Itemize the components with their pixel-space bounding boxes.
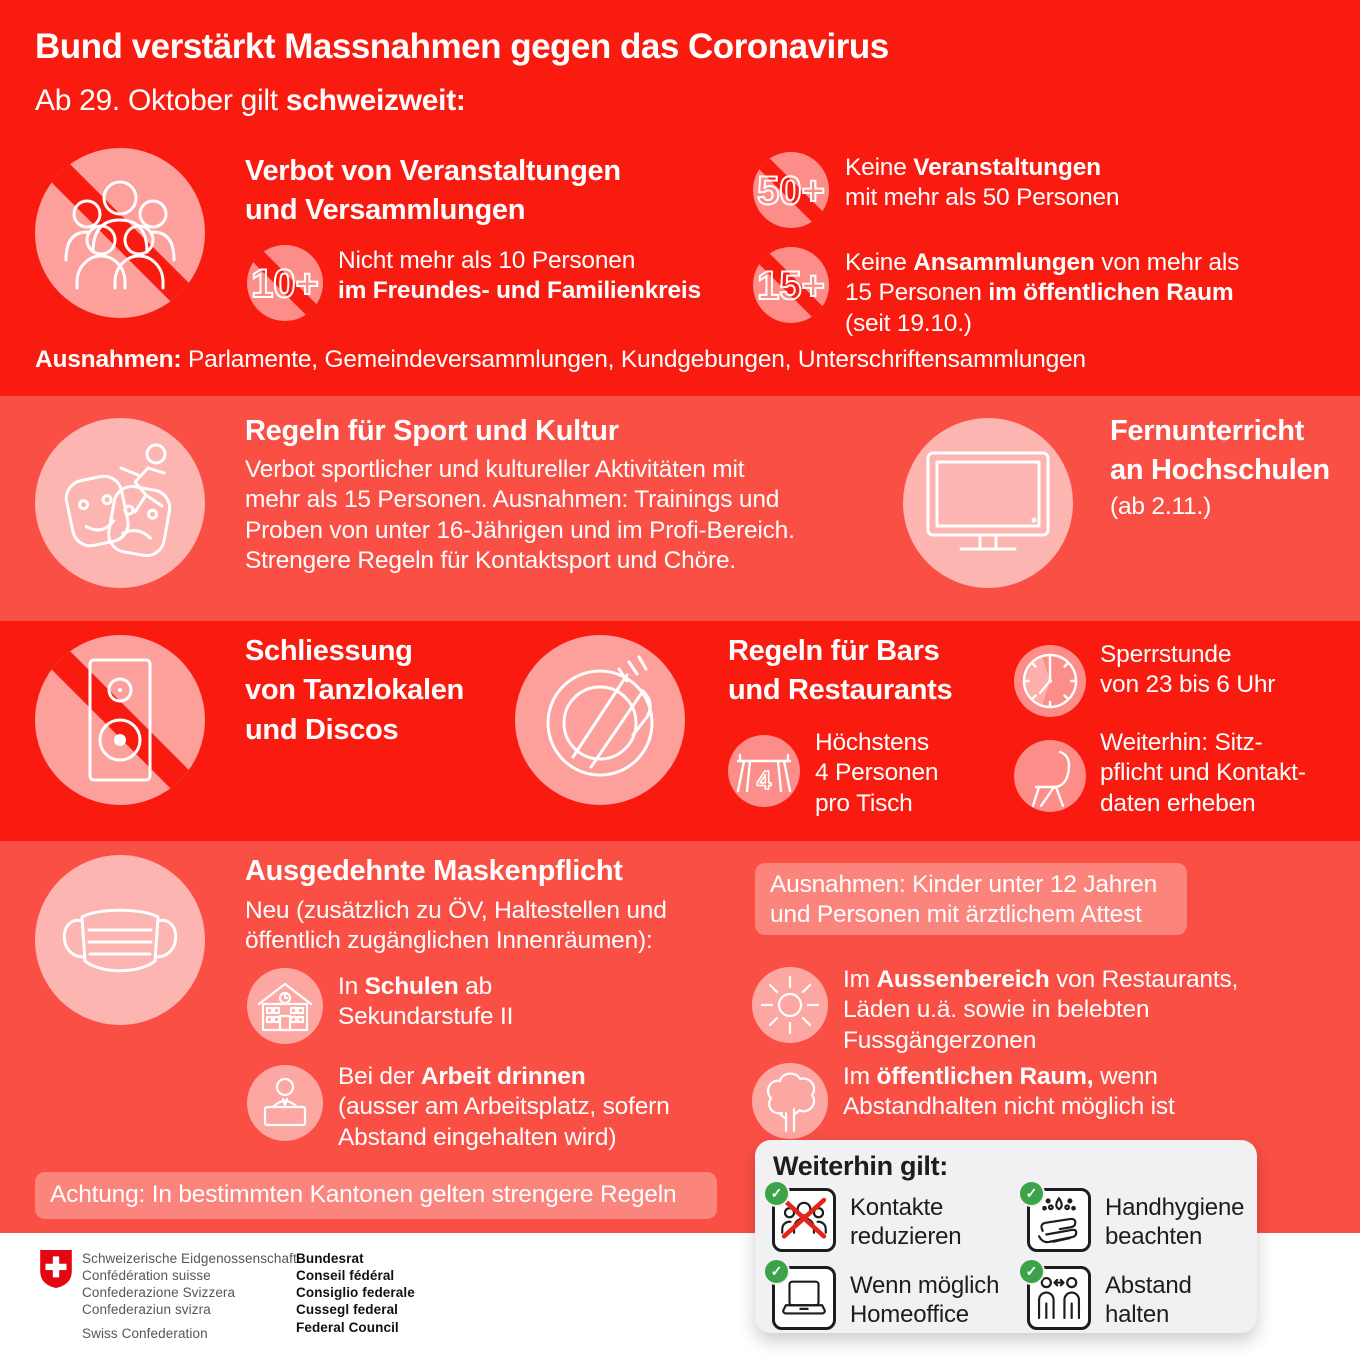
indoor-work-text: Bei der Arbeit drinnen (ausser am Arbeit… xyxy=(338,1063,670,1151)
school-icon xyxy=(257,982,313,1032)
svg-text:50+: 50+ xyxy=(757,169,825,213)
mask-exceptions-text: Ausnahmen: Kinder unter 12 Jahren und Pe… xyxy=(770,871,1158,929)
sport-body: Verbot sportlicher und kultureller Aktiv… xyxy=(245,456,795,575)
mask-exceptions-box xyxy=(755,863,1187,935)
remote-heading: Fernunterricht an Hochschulen xyxy=(1110,415,1330,487)
remote-note: (ab 2.11.) xyxy=(1110,493,1212,520)
sport-culture-circle xyxy=(35,418,205,588)
swiss-coat-of-arms xyxy=(40,1250,72,1288)
seating-text: Weiterhin: Sitz- pflicht und Kontakt- da… xyxy=(1100,729,1306,817)
sun-icon xyxy=(760,975,820,1035)
badge-50plus-circle: 50+ xyxy=(753,152,829,228)
events-exceptions: Ausnahmen: Parlamente, Gemeindeversammlu… xyxy=(35,346,1086,373)
clubs-closed-circle xyxy=(35,635,205,805)
page-subtitle: Ab 29. Oktober gilt schweizweit: xyxy=(35,84,466,117)
badge-15plus-circle: 15+ xyxy=(753,247,829,323)
school-text: In Schulen ab Sekundarstufe II xyxy=(338,973,514,1031)
remote-learning-circle xyxy=(903,418,1073,588)
chair-icon xyxy=(1031,750,1071,808)
events-50-text: Keine Veranstaltungen mit mehr als 50 Pe… xyxy=(845,154,1120,212)
mask-circle xyxy=(35,855,205,1025)
face-mask-icon xyxy=(62,908,178,973)
svg-text:10+: 10+ xyxy=(251,262,319,306)
50plus-icon: 50+ xyxy=(756,168,826,214)
theater-masks-runner-icon xyxy=(64,443,172,558)
svg-text:15+: 15+ xyxy=(757,264,825,308)
15plus-icon: 15+ xyxy=(756,263,826,309)
seating-circle xyxy=(1014,740,1086,812)
restaurant-circle xyxy=(515,635,685,805)
masks-heading: Ausgedehnte Maskenpflicht xyxy=(245,855,623,887)
band-sport-culture xyxy=(0,396,1360,621)
10plus-icon: 10+ xyxy=(250,261,320,307)
masks-body: Neu (zusätzlich zu ÖV, Haltestellen und … xyxy=(245,897,667,955)
sport-heading: Regeln für Sport und Kultur xyxy=(245,415,619,447)
rule-label: Handhygiene beachten xyxy=(1105,1194,1245,1251)
check-icon: ✓ xyxy=(1018,1258,1045,1285)
crowd-icon xyxy=(64,180,176,290)
speaker-icon xyxy=(88,658,152,782)
cantons-warning-text: Achtung: In bestimmten Kantonen gelten s… xyxy=(50,1181,677,1208)
check-icon: ✓ xyxy=(1018,1180,1045,1207)
rule-label: Abstand halten xyxy=(1105,1272,1192,1329)
still-valid-heading: Weiterhin gilt: xyxy=(773,1151,948,1181)
page-title: Bund verstärkt Massnahmen gegen das Coro… xyxy=(35,27,889,66)
table-limit-circle: 4 xyxy=(728,735,800,807)
public-space-text: Im öffentlichen Raum, wenn Abstandhalten… xyxy=(843,1063,1175,1121)
outdoor-text: Im Aussenbereich von Restaurants, Läden … xyxy=(843,966,1239,1054)
clock-icon xyxy=(1022,653,1078,709)
events-heading: Verbot von Veranstaltungen und Versammlu… xyxy=(245,155,621,227)
curfew-text: Sperrstunde von 23 bis 6 Uhr xyxy=(1100,641,1276,699)
svg-text:4: 4 xyxy=(757,765,772,795)
rule-label: Wenn möglich Homeoffice xyxy=(850,1272,1000,1329)
desk-person-icon xyxy=(263,1077,307,1127)
no-gatherings-circle xyxy=(35,148,205,318)
band-top xyxy=(0,0,1360,396)
federal-council-names: Bundesrat Conseil fédéral Consiglio fede… xyxy=(296,1251,415,1335)
school-circle xyxy=(247,968,323,1044)
rule-label: Kontakte reduzieren xyxy=(850,1194,962,1251)
laptop-icon xyxy=(772,1266,836,1330)
still-valid-box: Weiterhin gilt: ✓ Kontakte reduzieren xyxy=(755,1140,1257,1333)
clubs-heading: Schliessung von Tanzlokalen und Discos xyxy=(245,635,464,746)
swiss-confederation-label: Swiss Confederation xyxy=(82,1326,208,1341)
table-4-icon: 4 xyxy=(736,753,792,796)
bars-heading: Regeln für Bars und Restaurants xyxy=(728,635,953,707)
confederation-names: Schweizerische Eidgenossenschaft Confédé… xyxy=(82,1251,297,1318)
tree-icon xyxy=(766,1072,816,1133)
check-icon: ✓ xyxy=(763,1258,790,1285)
events-15-text: Keine Ansammlungen von mehr als 15 Perso… xyxy=(845,249,1240,337)
outdoor-circle xyxy=(752,967,828,1043)
plate-cutlery-icon xyxy=(546,655,654,777)
public-space-circle xyxy=(752,1063,828,1139)
check-icon: ✓ xyxy=(763,1180,790,1207)
monitor-icon xyxy=(926,451,1050,551)
table-limit-text: Höchstens 4 Personen pro Tisch xyxy=(815,729,939,817)
badge-10plus-circle: 10+ xyxy=(247,245,323,321)
events-10-text: Nicht mehr als 10 Personen im Freundes- u… xyxy=(338,247,701,305)
indoor-work-circle xyxy=(247,1065,323,1141)
cantons-warning-box xyxy=(35,1172,717,1219)
curfew-circle xyxy=(1014,645,1086,717)
